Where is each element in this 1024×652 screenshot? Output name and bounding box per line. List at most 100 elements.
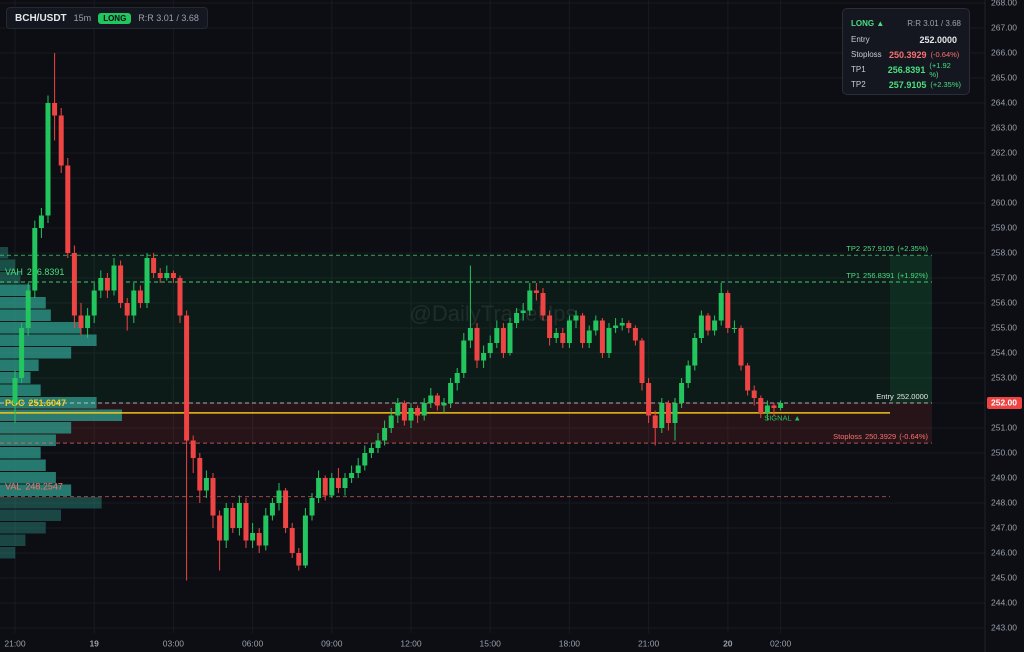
candle-body bbox=[19, 328, 25, 378]
candle-body bbox=[639, 340, 645, 383]
volume-profile-bar bbox=[0, 422, 72, 434]
y-tick-label: 245.00 bbox=[991, 572, 1017, 582]
volume-profile-bar bbox=[0, 447, 41, 459]
risk-reward: R:R 3.01 / 3.68 bbox=[138, 13, 199, 23]
candle-body bbox=[362, 453, 368, 466]
candle-body bbox=[243, 503, 249, 541]
candle-body bbox=[408, 408, 414, 421]
candle-body bbox=[368, 448, 374, 453]
volume-profile-bar bbox=[0, 534, 26, 546]
symbol-header: BCH/USDT 15m LONG R:R 3.01 / 3.68 bbox=[6, 7, 208, 29]
candle-body bbox=[659, 403, 665, 428]
candle-body bbox=[111, 265, 117, 291]
candle-body bbox=[137, 290, 143, 303]
candle-body bbox=[309, 498, 315, 516]
candle-body bbox=[91, 290, 97, 316]
volume-profile-bar bbox=[0, 497, 102, 509]
volume-profile-bar bbox=[0, 322, 82, 334]
candle-body bbox=[454, 373, 460, 383]
candle-body bbox=[170, 273, 176, 278]
y-tick-label: 261.00 bbox=[991, 172, 1017, 182]
trade-level-value: 256.8391 bbox=[863, 271, 894, 280]
volume-profile-bar bbox=[0, 459, 46, 471]
volume-profile-bar bbox=[0, 297, 46, 309]
candle-body bbox=[533, 290, 539, 293]
candle-body bbox=[289, 528, 295, 553]
x-tick-label: 18:00 bbox=[559, 638, 581, 648]
candle-body bbox=[593, 320, 599, 331]
y-tick-label: 260.00 bbox=[991, 197, 1017, 207]
candle-body bbox=[725, 293, 731, 328]
volume-profile-bar bbox=[0, 284, 31, 296]
candle-body bbox=[45, 103, 51, 216]
candle-body bbox=[230, 508, 236, 528]
candle-body bbox=[85, 315, 91, 328]
candle-body bbox=[415, 408, 421, 416]
value-area-value: 256.8391 bbox=[27, 267, 65, 277]
trade-level-name: Stoploss bbox=[833, 432, 862, 441]
y-tick-label: 258.00 bbox=[991, 247, 1017, 257]
symbol: BCH/USDT bbox=[15, 12, 67, 24]
candle-body bbox=[58, 115, 64, 166]
y-tick-label: 262.00 bbox=[991, 147, 1017, 157]
candle-body bbox=[751, 390, 757, 398]
candle-body bbox=[540, 293, 546, 316]
trade-level-value: 250.3929 bbox=[865, 432, 896, 441]
candle-body bbox=[428, 395, 434, 403]
volume-profile-bar bbox=[0, 272, 21, 284]
candle-body bbox=[38, 215, 44, 228]
panel-row: Entry 252.0000 bbox=[851, 32, 961, 47]
volume-profile-bar bbox=[0, 247, 9, 259]
x-tick-label: 12:00 bbox=[400, 638, 422, 648]
candle-body bbox=[104, 278, 110, 291]
trade-level-change: (+1.92%) bbox=[897, 271, 928, 280]
candle-body bbox=[131, 290, 137, 316]
y-tick-label: 247.00 bbox=[991, 522, 1017, 532]
trade-level-value: 252.0000 bbox=[897, 392, 928, 401]
candle-body bbox=[646, 383, 652, 416]
value-area-label: VAH 256.8391 bbox=[5, 267, 64, 277]
y-tick-label: 267.00 bbox=[991, 22, 1017, 32]
volume-profile-bar bbox=[0, 397, 97, 409]
candle-body bbox=[223, 508, 229, 541]
candle-body bbox=[698, 315, 704, 338]
candle-body bbox=[329, 478, 335, 496]
candle-body bbox=[764, 405, 770, 413]
candle-body bbox=[434, 395, 440, 406]
candle-body bbox=[421, 403, 427, 416]
volume-profile-bar bbox=[0, 409, 122, 421]
candle-body bbox=[375, 440, 381, 448]
trade-level-value: 257.9105 bbox=[863, 244, 894, 253]
candle-body bbox=[322, 478, 328, 496]
volume-profile-bar bbox=[0, 347, 72, 359]
candle-body bbox=[197, 458, 203, 491]
candle-body bbox=[316, 478, 322, 498]
panel-row: TP1 256.8391 (+1.92 %) bbox=[851, 60, 961, 79]
volume-profile-bar bbox=[0, 384, 41, 396]
candle-body bbox=[276, 490, 282, 503]
x-tick-label: 19 bbox=[89, 638, 99, 648]
panel-row: Stoploss 250.3929 (-0.64%) bbox=[851, 47, 961, 62]
trade-level-name: TP1 bbox=[846, 271, 860, 280]
candle-body bbox=[553, 333, 559, 338]
profit-zone bbox=[0, 255, 932, 403]
value-area-value: 248.2547 bbox=[25, 482, 63, 492]
candle-body bbox=[461, 340, 467, 373]
trade-level-label: TP1 256.8391 (+1.92%) bbox=[846, 271, 928, 280]
candle-body bbox=[441, 403, 447, 406]
candle-body bbox=[52, 103, 58, 116]
candle-body bbox=[256, 533, 262, 546]
trade-panel: LONG ▲ R:R 3.01 / 3.68 Entry 252.0000 Stop… bbox=[842, 8, 970, 95]
candle-body bbox=[626, 323, 632, 328]
volume-profile-bar bbox=[0, 522, 46, 534]
candle-body bbox=[388, 415, 394, 428]
candle-body bbox=[177, 278, 183, 316]
panel-level-value: 256.8391 bbox=[887, 64, 926, 75]
candle-body bbox=[144, 258, 150, 303]
y-tick-label: 248.00 bbox=[991, 497, 1017, 507]
panel-title: LONG ▲ bbox=[851, 19, 885, 28]
panel-level-change: (+1.92 %) bbox=[929, 60, 951, 79]
value-area-label: VAL 248.2547 bbox=[5, 482, 63, 492]
candle-body bbox=[32, 228, 38, 291]
volume-profile-bar bbox=[0, 472, 56, 484]
